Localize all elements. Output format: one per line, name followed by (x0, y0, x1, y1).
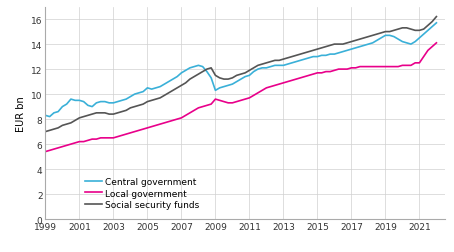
Social security funds (434, 16, 439, 19)
Local government (94, 138, 99, 141)
Central government (434, 22, 439, 25)
Line: Local government: Local government (45, 44, 436, 152)
Central government (319, 55, 325, 58)
Local government (123, 133, 129, 136)
Y-axis label: EUR bn: EUR bn (15, 96, 25, 131)
Local government (434, 42, 439, 45)
Social security funds (123, 109, 129, 112)
Line: Central government: Central government (45, 24, 436, 117)
Social security funds (353, 40, 358, 43)
Local government (43, 150, 48, 153)
Central government (47, 116, 52, 119)
Social security funds (43, 131, 48, 134)
Social security funds (106, 113, 112, 116)
Central government (98, 101, 104, 104)
Local government (238, 100, 244, 103)
Local government (106, 137, 112, 140)
Central government (111, 102, 116, 105)
Central government (242, 76, 248, 79)
Central government (128, 96, 133, 99)
Central government (43, 114, 48, 117)
Local government (315, 72, 320, 75)
Legend: Central government, Local government, Social security funds: Central government, Local government, So… (82, 174, 203, 213)
Line: Social security funds: Social security funds (45, 18, 436, 132)
Local government (353, 67, 358, 70)
Social security funds (94, 112, 99, 115)
Social security funds (238, 73, 244, 76)
Central government (357, 46, 363, 49)
Social security funds (315, 48, 320, 51)
